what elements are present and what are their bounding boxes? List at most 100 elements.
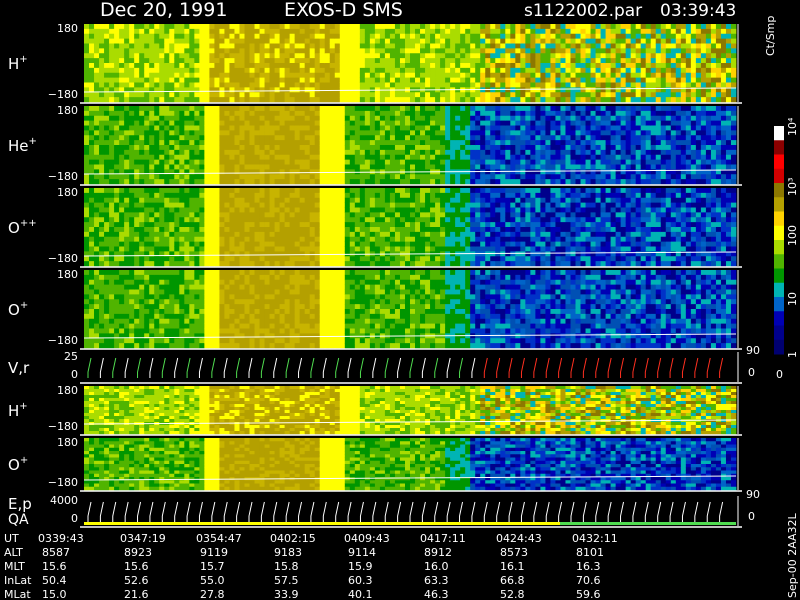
heatmap-cell <box>314 227 321 233</box>
heatmap-cell <box>294 212 301 218</box>
heatmap-cell <box>179 67 185 74</box>
heatmap-cell <box>179 217 185 223</box>
heatmap-cell <box>460 159 466 165</box>
heatmap-cell <box>339 231 346 238</box>
heatmap-cell <box>149 236 155 243</box>
heatmap-cell <box>675 48 682 54</box>
heatmap-cell <box>184 58 190 64</box>
heatmap-cell <box>374 120 381 126</box>
heatmap-cell <box>204 125 210 131</box>
heatmap-cell <box>139 130 145 136</box>
heatmap-cell <box>319 48 326 54</box>
heatmap-cell <box>545 179 551 185</box>
heatmap-cell <box>284 227 291 233</box>
heatmap-cell <box>389 164 396 170</box>
heatmap-cell <box>535 97 541 103</box>
heatmap-cell <box>144 130 150 136</box>
heatmap-cell <box>204 222 210 228</box>
heatmap-cell <box>455 67 461 74</box>
heatmap-cell <box>645 140 652 146</box>
heatmap-cell <box>284 179 291 185</box>
heatmap-cell <box>690 43 697 49</box>
heatmap-cell <box>204 63 210 69</box>
heatmap-cell <box>645 72 652 79</box>
heatmap-cell <box>129 24 135 30</box>
heatmap-cell <box>209 24 215 30</box>
heatmap-cell <box>204 140 210 146</box>
heatmap-cell <box>244 63 250 69</box>
heatmap-cell <box>580 28 586 35</box>
heatmap-cell <box>575 92 581 98</box>
heatmap-cell <box>515 77 521 83</box>
heatmap-cell <box>184 256 190 262</box>
heatmap-cell <box>264 227 270 233</box>
heatmap-cell <box>94 28 100 35</box>
heatmap-cell <box>510 130 516 136</box>
heatmap-cell <box>274 33 280 40</box>
heatmap-cell <box>354 130 361 136</box>
heatmap-cell <box>249 164 255 170</box>
heatmap-cell <box>209 231 215 238</box>
heatmap-cell <box>725 87 732 93</box>
heatmap-cell <box>194 72 200 79</box>
heatmap-cell <box>404 115 411 122</box>
heatmap-cell <box>294 67 301 74</box>
heatmap-cell <box>440 82 446 88</box>
heatmap-cell <box>99 169 105 175</box>
heatmap-cell <box>144 192 150 199</box>
heatmap-cell <box>640 110 647 117</box>
heatmap-cell <box>425 106 431 112</box>
heatmap-cell <box>109 125 115 131</box>
heatmap-cell <box>650 67 657 74</box>
heatmap-cell <box>279 227 286 233</box>
heatmap-cell <box>294 164 301 170</box>
heatmap-cell <box>324 236 331 243</box>
heatmap-cell <box>505 77 511 83</box>
heatmap-cell <box>329 192 336 199</box>
heatmap-cell <box>620 48 627 54</box>
heatmap-cell <box>244 207 250 213</box>
heatmap-cell <box>344 43 351 49</box>
heatmap-cell <box>184 82 190 88</box>
heatmap-cell <box>670 24 677 30</box>
heatmap-cell <box>545 174 551 180</box>
heatmap-cell <box>615 125 622 131</box>
heatmap-cell <box>314 164 321 170</box>
heatmap-cell <box>279 135 286 141</box>
heatmap-cell <box>254 82 260 88</box>
heatmap-cell <box>269 241 275 247</box>
heatmap-cell <box>540 145 546 151</box>
heatmap-cell <box>540 164 546 170</box>
heatmap-cell <box>199 241 205 247</box>
heatmap-cell <box>219 154 225 161</box>
heatmap-cell <box>605 120 612 126</box>
heatmap-cell <box>279 207 286 213</box>
heatmap-cell <box>480 115 486 122</box>
heatmap-cell <box>384 120 391 126</box>
heatmap-cell <box>455 174 461 180</box>
heatmap-cell <box>164 188 170 194</box>
heatmap-cell <box>254 125 260 131</box>
heatmap-cell <box>635 145 642 151</box>
heatmap-cell <box>94 135 100 141</box>
heatmap-cell <box>520 149 526 156</box>
heatmap-cell <box>274 97 280 103</box>
heatmap-cell <box>214 261 220 267</box>
heatmap-cell <box>194 154 200 161</box>
heatmap-cell <box>515 140 521 146</box>
heatmap-cell <box>720 33 727 40</box>
heatmap-cell <box>234 192 240 199</box>
heatmap-cell <box>189 110 195 117</box>
heatmap-cell <box>274 72 280 79</box>
heatmap-cell <box>705 38 712 44</box>
heatmap-cell <box>99 135 105 141</box>
heatmap-cell <box>104 212 110 218</box>
heatmap-cell <box>319 202 326 208</box>
heatmap-cell <box>219 174 225 180</box>
heatmap-cell <box>304 48 311 54</box>
heatmap-cell <box>184 227 190 233</box>
heatmap-cell <box>590 159 596 165</box>
heatmap-cell <box>600 72 606 79</box>
heatmap-cell <box>710 135 717 141</box>
heatmap-cell <box>495 53 501 59</box>
